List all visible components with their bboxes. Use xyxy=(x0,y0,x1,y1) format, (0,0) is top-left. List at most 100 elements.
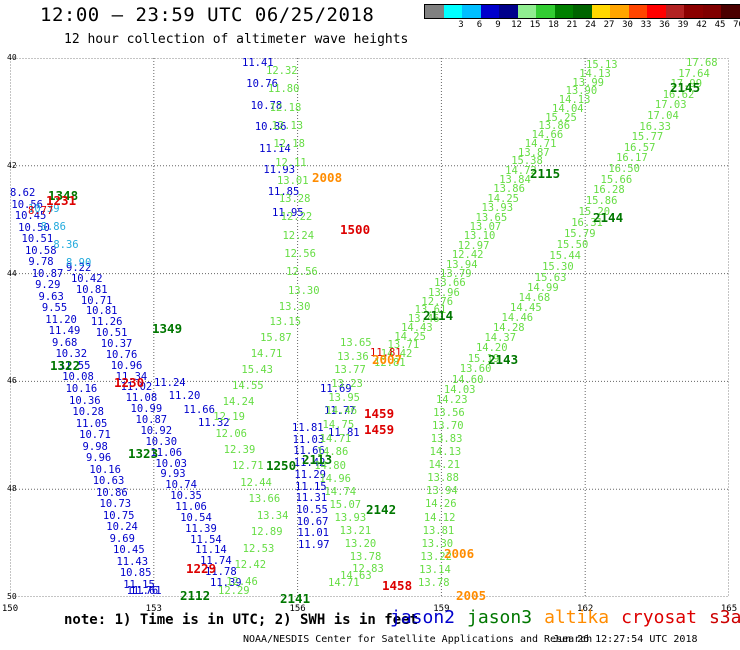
wave-height-value: 17.04 xyxy=(647,109,679,122)
legend-tick: 9 xyxy=(495,20,501,30)
wave-height-value: 13.30 xyxy=(278,300,311,313)
wave-height-value: 9.93 xyxy=(160,468,186,481)
wave-height-value: 11.03 xyxy=(292,433,325,446)
pass-time-label: 2115 xyxy=(530,166,561,181)
wave-height-value: 12.83 xyxy=(352,563,384,576)
wave-height-value: 13.79 xyxy=(440,267,472,280)
wave-height-value: 11.81 xyxy=(292,422,324,434)
legend-swatch xyxy=(443,5,462,18)
legend-tick: 15 xyxy=(529,20,541,30)
wave-height-value: 13.78 xyxy=(349,550,382,563)
wave-height-value: 10.32 xyxy=(55,348,88,361)
wave-height-value: 13.60 xyxy=(459,363,492,376)
map-subtitle: 12 hour collection of altimeter wave hei… xyxy=(64,32,409,47)
wave-height-value: 9.96 xyxy=(85,452,112,465)
wave-height-value: 14.45 xyxy=(510,302,542,315)
legend-swatch xyxy=(665,5,684,18)
wave-height-value: 10.37 xyxy=(100,338,133,351)
wave-height-value: 14.71 xyxy=(319,432,352,445)
wave-height-value: 12.46 xyxy=(226,575,258,588)
wave-height-value: 15.38 xyxy=(511,155,543,168)
wave-height-value: 14.23 xyxy=(435,394,468,407)
wave-height-value: 12.42 xyxy=(451,249,484,262)
wave-height-value: 12.19 xyxy=(213,411,245,424)
wave-height-value: 10.67 xyxy=(296,515,329,528)
wave-height-value: 13.93 xyxy=(481,202,514,215)
wave-height-value: 13.22 xyxy=(420,550,452,563)
wave-height-value: 15.50 xyxy=(556,238,589,251)
wave-height-value: 11.26 xyxy=(90,316,123,329)
wave-height-value: 14.99 xyxy=(527,282,559,295)
wave-height-legend: 36912151821242730333639424570(ft) xyxy=(424,4,740,31)
wave-height-value: 14.25 xyxy=(487,192,519,205)
wave-height-value: 12.24 xyxy=(282,229,315,242)
wave-height-value: 10.51 xyxy=(21,233,54,246)
wave-height-value: 11.74 xyxy=(200,555,232,568)
wave-height-value: 11.14 xyxy=(259,142,291,155)
legend-tick: 33 xyxy=(640,20,652,30)
wave-height-value: 13.21 xyxy=(339,524,372,537)
pass-time-label: 2114 xyxy=(423,308,454,323)
wave-height-value: 11.77 xyxy=(324,405,356,417)
pass-time-label: 1229 xyxy=(186,561,217,576)
wave-height-value: 12.56 xyxy=(284,248,316,261)
satellite-s3a: s3a xyxy=(708,607,740,628)
pass-time-label: 2006 xyxy=(444,546,475,561)
wave-height-value: 14.42 xyxy=(380,348,413,361)
wave-height-value: 13.70 xyxy=(431,419,464,432)
wave-height-value: 14.96 xyxy=(319,472,351,485)
wave-height-value: 12.89 xyxy=(250,526,283,539)
satellite-altika: altika xyxy=(544,607,610,628)
wave-height-value: 14.72 xyxy=(505,164,537,177)
wave-height-value: 11.69 xyxy=(320,383,352,395)
wave-height-value: 11.66 xyxy=(183,403,215,416)
wave-height-value: 12.81 xyxy=(374,357,406,369)
wave-height-value: 10.35 xyxy=(170,490,202,503)
wave-height-value: 13.15 xyxy=(269,316,302,329)
wave-height-value: 9.63 xyxy=(38,290,64,303)
credit-text: NOAA/NESDIS Center for Satellite Applica… xyxy=(243,634,593,645)
pass-time-label: 1349 xyxy=(152,321,183,336)
wave-height-value: 13.20 xyxy=(344,537,377,550)
wave-height-value: 12.56 xyxy=(286,266,318,279)
wave-height-value: 15.25 xyxy=(545,111,577,124)
wave-height-value: 11.08 xyxy=(125,392,158,405)
wave-height-value: 17.68 xyxy=(686,57,718,69)
wave-height-value: 16.33 xyxy=(639,120,671,133)
wave-height-value: 12.76 xyxy=(421,295,454,308)
map-plot: 8.62 10.56 10.45 10.50 10.51 10.58 9.78 10.87 9.… xyxy=(10,57,729,606)
longitude-tick: 153 xyxy=(145,604,162,614)
wave-height-value: 10.75 xyxy=(102,509,135,522)
latitude-tick: 42 xyxy=(7,160,17,170)
wave-height-value: 14.24 xyxy=(222,395,255,408)
wave-height-value: 13.23 xyxy=(331,377,363,390)
legend-swatch xyxy=(684,5,703,18)
wave-height-value: 10.76 xyxy=(105,348,138,361)
wave-height-value: 8.62 xyxy=(10,187,36,199)
pass-time-label: 1348 xyxy=(48,188,79,203)
wave-height-value: 11.15 xyxy=(123,578,155,591)
legend-swatch xyxy=(425,5,444,18)
wave-height-value: 8.77 xyxy=(28,205,54,217)
wave-height-value: 11.14 xyxy=(195,544,227,557)
wave-height-value: 15.79 xyxy=(563,228,596,241)
wave-height-value: 10.30 xyxy=(145,435,178,448)
wave-height-value: 14.68 xyxy=(518,292,551,305)
wave-height-value: 12.39 xyxy=(223,444,256,457)
wave-height-value: 13.14 xyxy=(419,563,451,576)
wave-height-value: 10.58 xyxy=(24,244,57,257)
wave-height-value: 14.71 xyxy=(250,348,283,361)
wave-height-value: 12.97 xyxy=(457,239,490,252)
wave-height-value: 10.55 xyxy=(296,503,328,516)
wave-height-value: 10.16 xyxy=(65,382,98,395)
wave-height-value: 12.13 xyxy=(271,119,304,132)
wave-height-value: 15.19 xyxy=(467,352,500,365)
pass-time-label: 1231 xyxy=(46,193,77,208)
legend-swatch xyxy=(628,5,647,18)
wave-height-value: 13.77 xyxy=(334,364,366,377)
wave-height-value: 13.10 xyxy=(463,230,496,243)
wave-height-value: 13.87 xyxy=(518,146,550,159)
wave-height-value: 14.80 xyxy=(314,459,346,472)
wave-height-value: 9.98 xyxy=(82,440,108,453)
wave-height-value: 16.17 xyxy=(616,152,648,165)
